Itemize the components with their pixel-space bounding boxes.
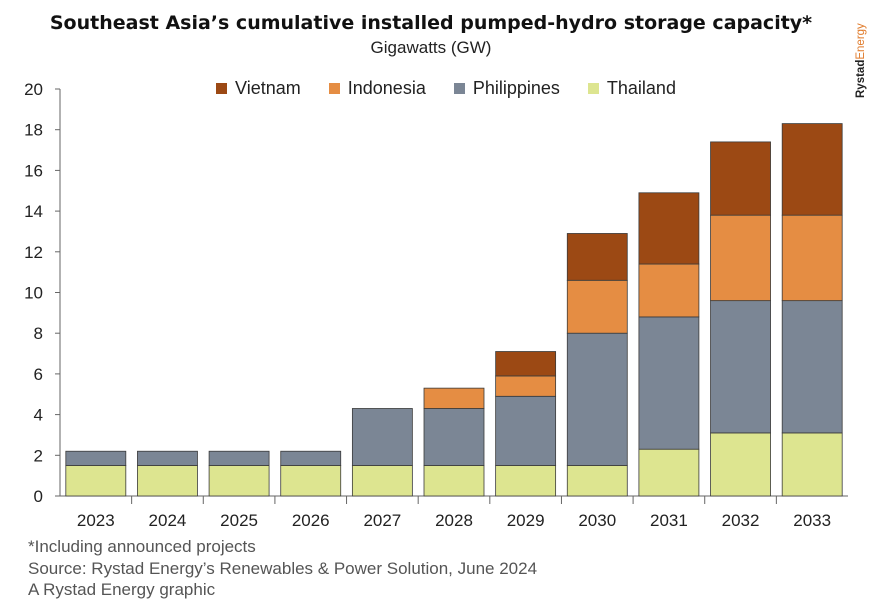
bar-segment-vietnam-2031: [638, 192, 700, 265]
y-tick-label: 18: [24, 121, 43, 140]
bar-segment-vietnam-2029: [495, 351, 557, 377]
bar-segment-philippines-2026: [280, 450, 342, 466]
bar-segment-vietnam-2033: [781, 123, 843, 216]
bar-segment-thailand-2032: [710, 432, 771, 497]
bar-segment-thailand-2031: [638, 448, 700, 497]
y-tick-label: 6: [34, 365, 43, 384]
x-tick-label: 2029: [507, 511, 545, 530]
bar-segment-philippines-2033: [781, 300, 843, 434]
legend-swatch-philippines: [453, 83, 465, 94]
legend-item-thailand: Thailand: [587, 78, 676, 99]
y-tick-label: 0: [34, 487, 43, 506]
x-tick-label: 2026: [292, 511, 330, 530]
bar-segment-thailand-2028: [423, 465, 485, 497]
chart-legend: Vietnam Indonesia Philippines Thailand: [0, 78, 872, 99]
legend-swatch-vietnam: [216, 83, 228, 94]
bar-segment-philippines-2029: [495, 395, 557, 466]
bar-segment-thailand-2030: [566, 465, 628, 497]
bar-segment-indonesia-2031: [638, 263, 700, 318]
legend-swatch-thailand: [587, 83, 599, 94]
footnote-credit: A Rystad Energy graphic: [28, 580, 216, 599]
y-tick-label: 16: [24, 161, 43, 180]
bar-segment-thailand-2025: [208, 465, 270, 497]
bar-segment-vietnam-2032: [710, 141, 771, 216]
bar-segment-philippines-2031: [638, 316, 700, 450]
y-tick-label: 14: [24, 202, 43, 221]
x-tick-label: 2024: [149, 511, 187, 530]
stacked-bar-chart: 0 2 4 6 8 10 12 14 16 18 20 2023 2024 2025 2026 2027 202…: [24, 80, 848, 530]
legend-swatch-indonesia: [328, 83, 340, 94]
y-tick-label: 4: [34, 406, 43, 425]
bar-segment-philippines-2027: [351, 408, 413, 466]
legend-label-thailand: Thailand: [606, 78, 676, 98]
y-tick-label: 8: [34, 324, 43, 343]
x-tick-label: 2033: [793, 511, 831, 530]
bar-segment-indonesia-2033: [781, 214, 843, 302]
bar-segment-thailand-2023: [65, 465, 127, 497]
y-tick-label: 12: [24, 243, 43, 262]
y-tick-label: 2: [34, 446, 43, 465]
legend-item-philippines: Philippines: [453, 78, 560, 99]
svg-text:RystadEnergy: RystadEnergy: [855, 23, 867, 98]
legend-label-vietnam: Vietnam: [235, 78, 301, 98]
bar-segment-philippines-2032: [710, 300, 771, 434]
legend-label-philippines: Philippines: [472, 78, 560, 98]
chart-title: Southeast Asia’s cumulative installed pu…: [49, 12, 813, 34]
x-tick-label: 2031: [650, 511, 688, 530]
bar-segment-indonesia-2029: [495, 375, 557, 397]
bar-segment-indonesia-2030: [566, 279, 628, 334]
bar-segment-indonesia-2032: [710, 214, 771, 302]
x-tick-label: 2030: [578, 511, 616, 530]
bar-segment-vietnam-2030: [566, 233, 628, 281]
bar-segment-indonesia-2028: [423, 387, 485, 409]
bar-segment-thailand-2026: [280, 465, 342, 497]
x-tick-label: 2023: [77, 511, 115, 530]
x-tick-label: 2027: [363, 511, 401, 530]
bar-segment-philippines-2030: [566, 332, 628, 466]
bar-segment-philippines-2023: [65, 450, 127, 466]
bar-segment-thailand-2027: [351, 465, 413, 497]
y-tick-label: 20: [24, 80, 43, 99]
bar-segment-philippines-2024: [137, 450, 198, 466]
x-tick-label: 2028: [435, 511, 473, 530]
bar-segment-thailand-2024: [137, 465, 198, 497]
legend-item-vietnam: Vietnam: [216, 78, 301, 99]
footnote-note: *Including announced projects: [28, 537, 256, 556]
legend-item-indonesia: Indonesia: [328, 78, 426, 99]
footnote-source: Source: Rystad Energy’s Renewables & Pow…: [28, 559, 538, 578]
y-tick-label: 10: [24, 284, 43, 303]
brand-logo: RystadEnergy: [852, 16, 868, 100]
bar-segment-philippines-2028: [423, 408, 485, 466]
chart-subtitle: Gigawatts (GW): [370, 38, 492, 57]
x-tick-label: 2032: [722, 511, 760, 530]
bar-segment-thailand-2029: [495, 465, 557, 497]
bar-segment-thailand-2033: [781, 432, 843, 497]
bar-segment-philippines-2025: [208, 450, 270, 466]
x-tick-label: 2025: [220, 511, 258, 530]
legend-label-indonesia: Indonesia: [347, 78, 426, 98]
